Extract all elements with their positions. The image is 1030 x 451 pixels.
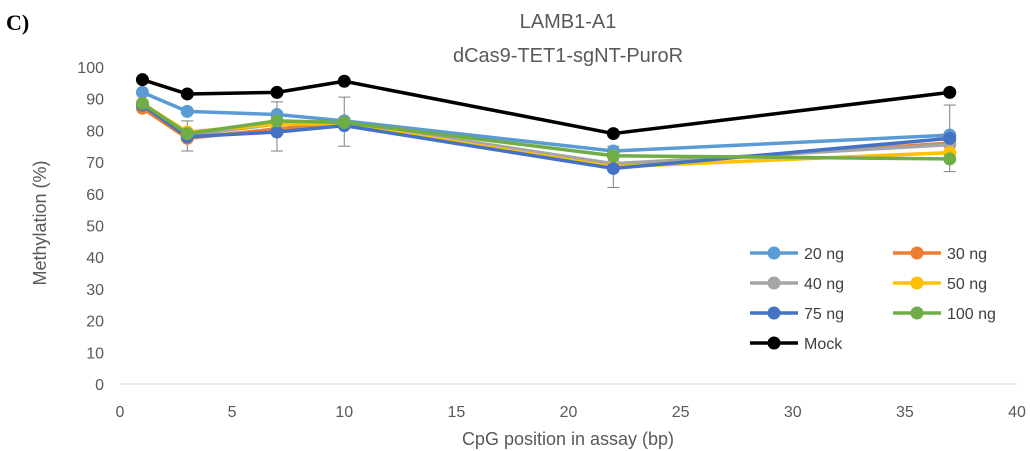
x-tick-label: 25 [672, 404, 690, 421]
legend-marker [767, 246, 781, 260]
data-point [943, 131, 957, 145]
legend: 20 ng 30 ng 40 ng 50 ng 75 ng 100 ng Mock [750, 246, 996, 353]
legend-item: 20 ng [750, 246, 844, 263]
y-tick-label: 0 [95, 377, 104, 394]
x-tick-label: 35 [896, 404, 914, 421]
data-point [180, 127, 194, 141]
legend-item: 30 ng [893, 246, 987, 263]
data-point [270, 114, 284, 128]
y-axis-ticks: 0 10 20 30 40 50 60 70 80 90 100 [77, 60, 104, 394]
legend-item: 40 ng [750, 276, 844, 293]
series-line [141, 103, 950, 171]
x-axis-ticks: 0 5 10 15 20 25 30 35 40 [116, 404, 1026, 421]
y-tick-label: 10 [86, 345, 104, 362]
data-point [606, 127, 620, 141]
y-tick-label: 80 [86, 123, 104, 140]
legend-item: 100 ng [893, 306, 996, 323]
legend-label: 40 ng [804, 276, 844, 293]
y-tick-label: 20 [86, 314, 104, 331]
x-tick-label: 40 [1008, 404, 1026, 421]
y-axis-label: Methylation (%) [30, 160, 50, 285]
data-point [337, 115, 351, 129]
data-point [135, 85, 149, 99]
data-point [337, 74, 351, 88]
x-tick-label: 20 [560, 404, 578, 421]
chart-title: LAMB1-A1 [520, 11, 617, 33]
series-line [141, 78, 950, 136]
x-tick-label: 15 [447, 404, 465, 421]
series-75-ng [135, 98, 957, 175]
legend-label: Mock [804, 336, 843, 353]
data-point [180, 104, 194, 118]
x-tick-label: 0 [116, 404, 125, 421]
legend-item: 50 ng [893, 276, 987, 293]
data-point [270, 125, 284, 139]
data-point [270, 85, 284, 99]
legend-item: Mock [750, 336, 843, 353]
chart-subtitle: dCas9-TET1-sgNT-PuroR [453, 45, 683, 67]
data-point [606, 149, 620, 163]
legend-item: 75 ng [750, 306, 844, 323]
legend-marker [767, 336, 781, 350]
y-tick-label: 40 [86, 250, 104, 267]
y-tick-label: 100 [77, 60, 104, 77]
legend-marker [767, 306, 781, 320]
x-tick-label: 5 [228, 404, 237, 421]
legend-marker [767, 276, 781, 290]
error-bars [181, 96, 956, 188]
series-mock [135, 73, 957, 141]
series-line [141, 102, 950, 161]
series-100-ng [135, 96, 957, 166]
y-tick-label: 90 [86, 92, 104, 109]
x-axis-label: CpG position in assay (bp) [462, 429, 674, 449]
data-point [135, 96, 149, 110]
legend-label: 100 ng [947, 306, 996, 323]
legend-label: 20 ng [804, 246, 844, 263]
series-lines [135, 73, 957, 175]
legend-label: 75 ng [804, 306, 844, 323]
series-50-ng [135, 96, 957, 174]
x-tick-label: 10 [335, 404, 353, 421]
legend-marker [910, 306, 924, 320]
legend-label: 50 ng [947, 276, 987, 293]
legend-marker [910, 246, 924, 260]
y-tick-label: 50 [86, 219, 104, 236]
legend-marker [910, 276, 924, 290]
y-tick-label: 60 [86, 187, 104, 204]
panel-label: C) [6, 10, 29, 35]
x-tick-label: 30 [784, 404, 802, 421]
data-point [943, 152, 957, 166]
y-tick-label: 30 [86, 282, 104, 299]
legend-label: 30 ng [947, 246, 987, 263]
y-tick-label: 70 [86, 155, 104, 172]
data-point [135, 73, 149, 87]
data-point [180, 87, 194, 101]
data-point [943, 85, 957, 99]
data-point [606, 161, 620, 175]
series-line [141, 90, 950, 153]
